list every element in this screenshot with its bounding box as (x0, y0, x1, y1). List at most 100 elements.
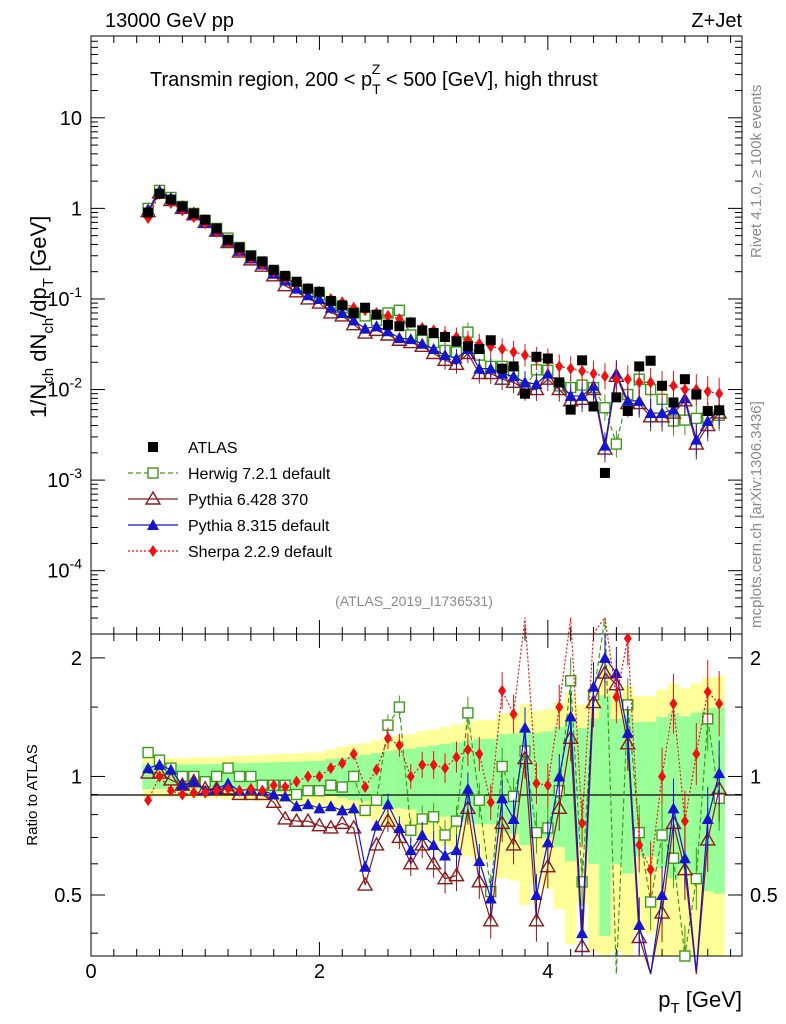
atlas-point (485, 335, 496, 346)
pythia-8-315-default-point (576, 389, 589, 401)
sherpa-2-2-9-default-ratio-point (623, 632, 632, 645)
pythia-6-428-370-ratio-point (379, 812, 397, 827)
atlas-point (325, 295, 336, 306)
atlas-point (531, 351, 542, 362)
pythia-8-315-default-point (473, 362, 486, 374)
sherpa-2-2-9-default-ratio-point (658, 770, 667, 783)
ratio-y-tick-label-right: 1 (750, 766, 761, 788)
sherpa-2-2-9-default-ratio-point (224, 782, 233, 795)
sherpa-2-2-9-default-ratio-point (246, 782, 255, 795)
pythia-8-315-default-point (359, 322, 372, 334)
sherpa-2-2-9-default-ratio-point (372, 763, 381, 776)
x-tick-label: 0 (85, 961, 96, 983)
pythia-8-315-default-ratio-point (187, 775, 200, 787)
sherpa-2-2-9-default-point (566, 362, 575, 375)
ratio-band-stat (165, 764, 177, 789)
pythia-6-428-370-point (551, 381, 568, 396)
herwig-7-2-1-default-ratio-point (679, 950, 691, 962)
pythia-8-315-default-ratio-point (370, 819, 383, 831)
legend-label-pythia-6-428-370: Pythia 6.428 370 (188, 492, 308, 509)
pythia-8-315-default-point (656, 407, 669, 419)
sherpa-2-2-9-default-ratio-point (304, 770, 312, 783)
y-axis-label-d: [GeV] (26, 216, 51, 278)
legend-marker-pythia-6-428-370 (144, 490, 162, 505)
pythia-8-315-default-ratio-point (416, 829, 429, 841)
pythia-8-315-default-ratio-point (587, 680, 600, 692)
pythia-6-428-370-ratio-point (425, 855, 442, 870)
sherpa-2-2-9-default-ratio-point (475, 748, 484, 761)
pythia-8-315-default-ratio-point (598, 651, 611, 663)
sherpa-2-2-9-default-ratio-point (486, 796, 495, 809)
herwig-7-2-1-default-ratio-point (439, 829, 451, 841)
pythia-8-315-default-ratio-point (667, 802, 680, 814)
herwig-7-2-1-default-ratio-line (147, 617, 720, 975)
pythia-8-315-default-point (416, 337, 429, 349)
sherpa-2-2-9-default-point (555, 360, 564, 373)
pythia-8-315-default-ratio-point (267, 788, 280, 800)
ratio-y-axis-label: Ratio to ATLAS (24, 744, 41, 845)
atlas-point (200, 214, 211, 225)
sherpa-2-2-9-default-point (635, 376, 644, 389)
pythia-8-315-default-point (564, 389, 577, 401)
herwig-7-2-1-default-ratio-point (233, 770, 246, 783)
atlas-point (405, 317, 416, 328)
y-axis-label-c: /dp (26, 287, 51, 318)
ratio-band-stat (325, 759, 337, 796)
pythia-8-315-default-point (347, 314, 360, 326)
pythia-8-315-default-point (519, 376, 531, 388)
ratio-band-stat (222, 763, 234, 791)
sherpa-2-2-9-default-point (646, 376, 655, 389)
pythia-8-315-default-ratio-point (496, 792, 509, 804)
ratio-band-stat (610, 718, 623, 864)
ratio-band-stat (473, 739, 486, 825)
pythia-8-315-default-point (507, 370, 520, 382)
herwig-7-2-1-default-ratio-point (576, 876, 588, 888)
herwig-7-2-1-default-point (610, 438, 623, 450)
sherpa-2-2-9-default-ratio-point (418, 758, 427, 771)
herwig-7-2-1-default-ratio-point (393, 701, 406, 713)
atlas-point (588, 401, 599, 412)
ratio-band-stat (268, 762, 280, 792)
pythia-6-428-370-ratio-point (265, 793, 282, 808)
herwig-7-2-1-default-ratio-point (462, 707, 474, 719)
sherpa-2-2-9-default-point (383, 309, 392, 322)
atlas-point (622, 405, 633, 416)
pythia-8-315-default-point (381, 325, 394, 337)
legend-label-sherpa-2-2-9-default: Sherpa 2.2.9 default (188, 544, 333, 561)
sherpa-2-2-9-default-ratio-point (258, 784, 267, 797)
pythia-8-315-default-ratio-point (576, 927, 589, 939)
herwig-7-2-1-default-ratio-point (245, 770, 257, 783)
atlas-point (611, 392, 622, 403)
pythia-6-428-370-ratio-point (471, 873, 488, 888)
sherpa-2-2-9-default-ratio-point (532, 777, 541, 790)
atlas-point (337, 300, 348, 311)
atlas-point (520, 388, 530, 399)
ratio-y-tick-label: 0.5 (54, 885, 82, 907)
sherpa-2-2-9-default-line (147, 192, 720, 395)
pythia-6-428-370-ratio-point (288, 812, 305, 827)
ratio-band-stat (416, 746, 428, 813)
sherpa-2-2-9-default-ratio-point (555, 701, 564, 714)
ratio-y-tick-label-right: 0.5 (750, 885, 778, 907)
sherpa-2-2-9-default-ratio-point (281, 781, 290, 794)
pythia-8-315-default-ratio-point (678, 852, 691, 864)
ratio-band-stat (622, 714, 634, 874)
atlas-point (348, 307, 359, 318)
atlas-point (462, 341, 473, 352)
atlas-point (177, 201, 188, 212)
y-tick-label: 10 (60, 108, 82, 130)
ratio-y-tick-label: 2 (71, 648, 82, 670)
pythia-8-315-default-ratio-point (313, 802, 326, 814)
pythia-8-315-default-ratio-point (142, 762, 155, 774)
herwig-7-2-1-default-ratio-point (405, 824, 417, 836)
legend-marker-pythia-8-315-default (147, 519, 159, 530)
sherpa-2-2-9-default-point (669, 379, 678, 392)
pythia-8-315-default-ratio-point (404, 844, 417, 856)
y-tick-label: 10-1 (47, 284, 82, 311)
ratio-band-stat (644, 721, 657, 857)
herwig-7-2-1-default-ratio-point (359, 804, 371, 817)
pythia-8-315-default-ratio-point (302, 798, 314, 810)
legend-label-pythia-8-315-default: Pythia 8.315 default (188, 518, 330, 535)
atlas-point (474, 344, 485, 355)
atlas-point (165, 194, 176, 205)
